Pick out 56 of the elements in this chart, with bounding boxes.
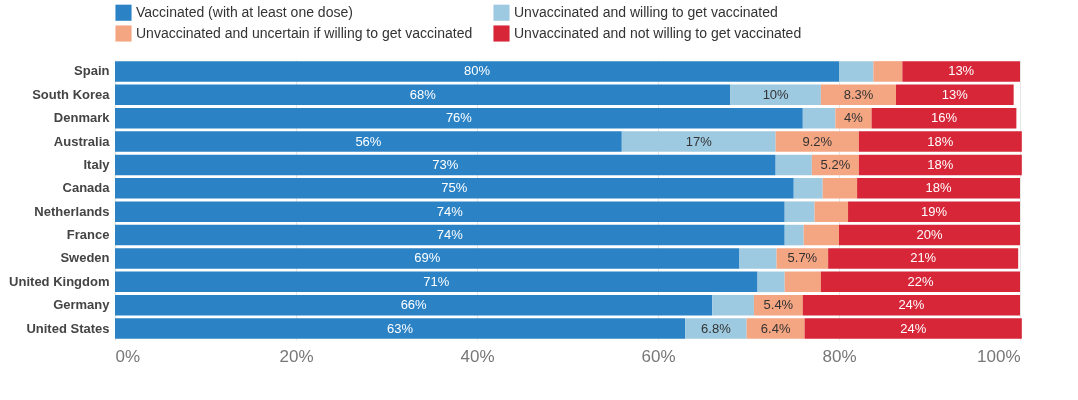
y-tick-label: Spain bbox=[74, 63, 110, 79]
y-tick-label: Italy bbox=[83, 156, 111, 172]
x-tick-label: 0% bbox=[115, 346, 141, 366]
data-label: 21% bbox=[910, 250, 937, 266]
data-label: 73% bbox=[432, 156, 459, 172]
y-tick-label: Netherlands bbox=[34, 203, 110, 219]
data-label: 4% bbox=[844, 110, 864, 126]
data-label: 74% bbox=[436, 227, 464, 243]
data-label: 13% bbox=[948, 63, 975, 79]
x-tick-label: 60% bbox=[641, 346, 676, 366]
data-label: 16% bbox=[930, 110, 958, 126]
y-tick-label: Denmark bbox=[53, 110, 111, 126]
legend-label: Unvaccinated and not willing to get vaccinated bbox=[514, 24, 802, 41]
data-label: 22% bbox=[907, 273, 934, 289]
data-label: 10% bbox=[762, 86, 790, 102]
y-tick-label: United Kingdom bbox=[9, 273, 110, 289]
data-label: 74% bbox=[436, 203, 464, 219]
x-tick-label: 100% bbox=[977, 346, 1021, 366]
data-label: 63% bbox=[387, 320, 414, 336]
data-label: 5.4% bbox=[763, 297, 794, 313]
data-label: 6.4% bbox=[760, 320, 791, 336]
data-label: 76% bbox=[445, 110, 473, 126]
data-label: 8.3% bbox=[843, 86, 874, 102]
x-tick-label: 80% bbox=[822, 346, 857, 366]
data-label: 19% bbox=[921, 203, 948, 219]
data-label: 24% bbox=[898, 297, 925, 313]
data-label: 20% bbox=[916, 227, 943, 243]
data-label: 17% bbox=[685, 133, 713, 149]
y-tick-label: United States bbox=[26, 320, 110, 336]
x-tick-label: 20% bbox=[279, 346, 314, 366]
legend-label: Unvaccinated and uncertain if willing to get vaccinated bbox=[136, 24, 473, 41]
y-tick-label: Canada bbox=[62, 180, 111, 196]
data-label: 5.7% bbox=[787, 250, 818, 266]
y-tick-label: Australia bbox=[53, 133, 111, 149]
y-tick-label: Germany bbox=[53, 297, 111, 313]
data-label: 66% bbox=[400, 297, 428, 313]
legend-label: Vaccinated (with at least one dose) bbox=[136, 3, 353, 20]
data-label: 13% bbox=[941, 86, 969, 102]
data-label: 18% bbox=[927, 156, 954, 172]
data-label: 18% bbox=[927, 133, 954, 149]
data-label: 9.2% bbox=[802, 133, 833, 149]
data-label: 71% bbox=[423, 273, 450, 289]
data-label: 6.8% bbox=[701, 320, 732, 336]
data-label: 24% bbox=[900, 320, 927, 336]
data-label: 75% bbox=[441, 180, 468, 196]
y-tick-label: Sweden bbox=[60, 250, 110, 266]
data-label: 80% bbox=[463, 63, 491, 79]
data-label: 18% bbox=[925, 180, 952, 196]
data-label: 69% bbox=[414, 250, 441, 266]
y-tick-label: South Korea bbox=[32, 86, 111, 102]
legend-label: Unvaccinated and willing to get vaccinated bbox=[514, 3, 778, 20]
data-label: 5.2% bbox=[820, 156, 851, 172]
y-tick-label: France bbox=[66, 227, 110, 243]
x-tick-label: 40% bbox=[460, 346, 495, 366]
data-label: 68% bbox=[409, 86, 437, 102]
data-label: 56% bbox=[355, 133, 382, 149]
